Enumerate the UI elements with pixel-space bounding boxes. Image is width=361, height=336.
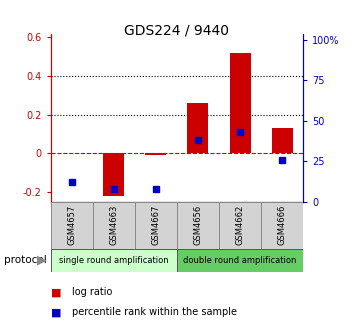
Text: single round amplification: single round amplification [59,256,169,265]
Bar [135,202,177,249]
Bar [230,53,251,153]
Text: ▶: ▶ [37,254,46,267]
Bar [177,249,303,272]
Text: GSM4656: GSM4656 [193,205,203,245]
Bar [145,153,166,155]
Text: GSM4667: GSM4667 [151,205,160,245]
Text: GDS224 / 9440: GDS224 / 9440 [125,24,229,38]
Text: double round amplification: double round amplification [183,256,297,265]
Text: ■: ■ [51,307,61,318]
Text: GSM4666: GSM4666 [278,205,287,245]
Text: ■: ■ [51,287,61,297]
Bar [177,202,219,249]
Bar [187,103,208,153]
Text: GSM4657: GSM4657 [67,205,76,245]
Text: GSM4663: GSM4663 [109,205,118,245]
Text: log ratio: log ratio [72,287,113,297]
Text: percentile rank within the sample: percentile rank within the sample [72,307,237,318]
Text: protocol: protocol [4,255,46,265]
Bar [271,128,293,153]
Bar [93,202,135,249]
Bar [51,249,177,272]
Bar [219,202,261,249]
Text: GSM4662: GSM4662 [236,205,244,245]
Bar [51,202,93,249]
Bar [261,202,303,249]
Bar [103,153,124,196]
